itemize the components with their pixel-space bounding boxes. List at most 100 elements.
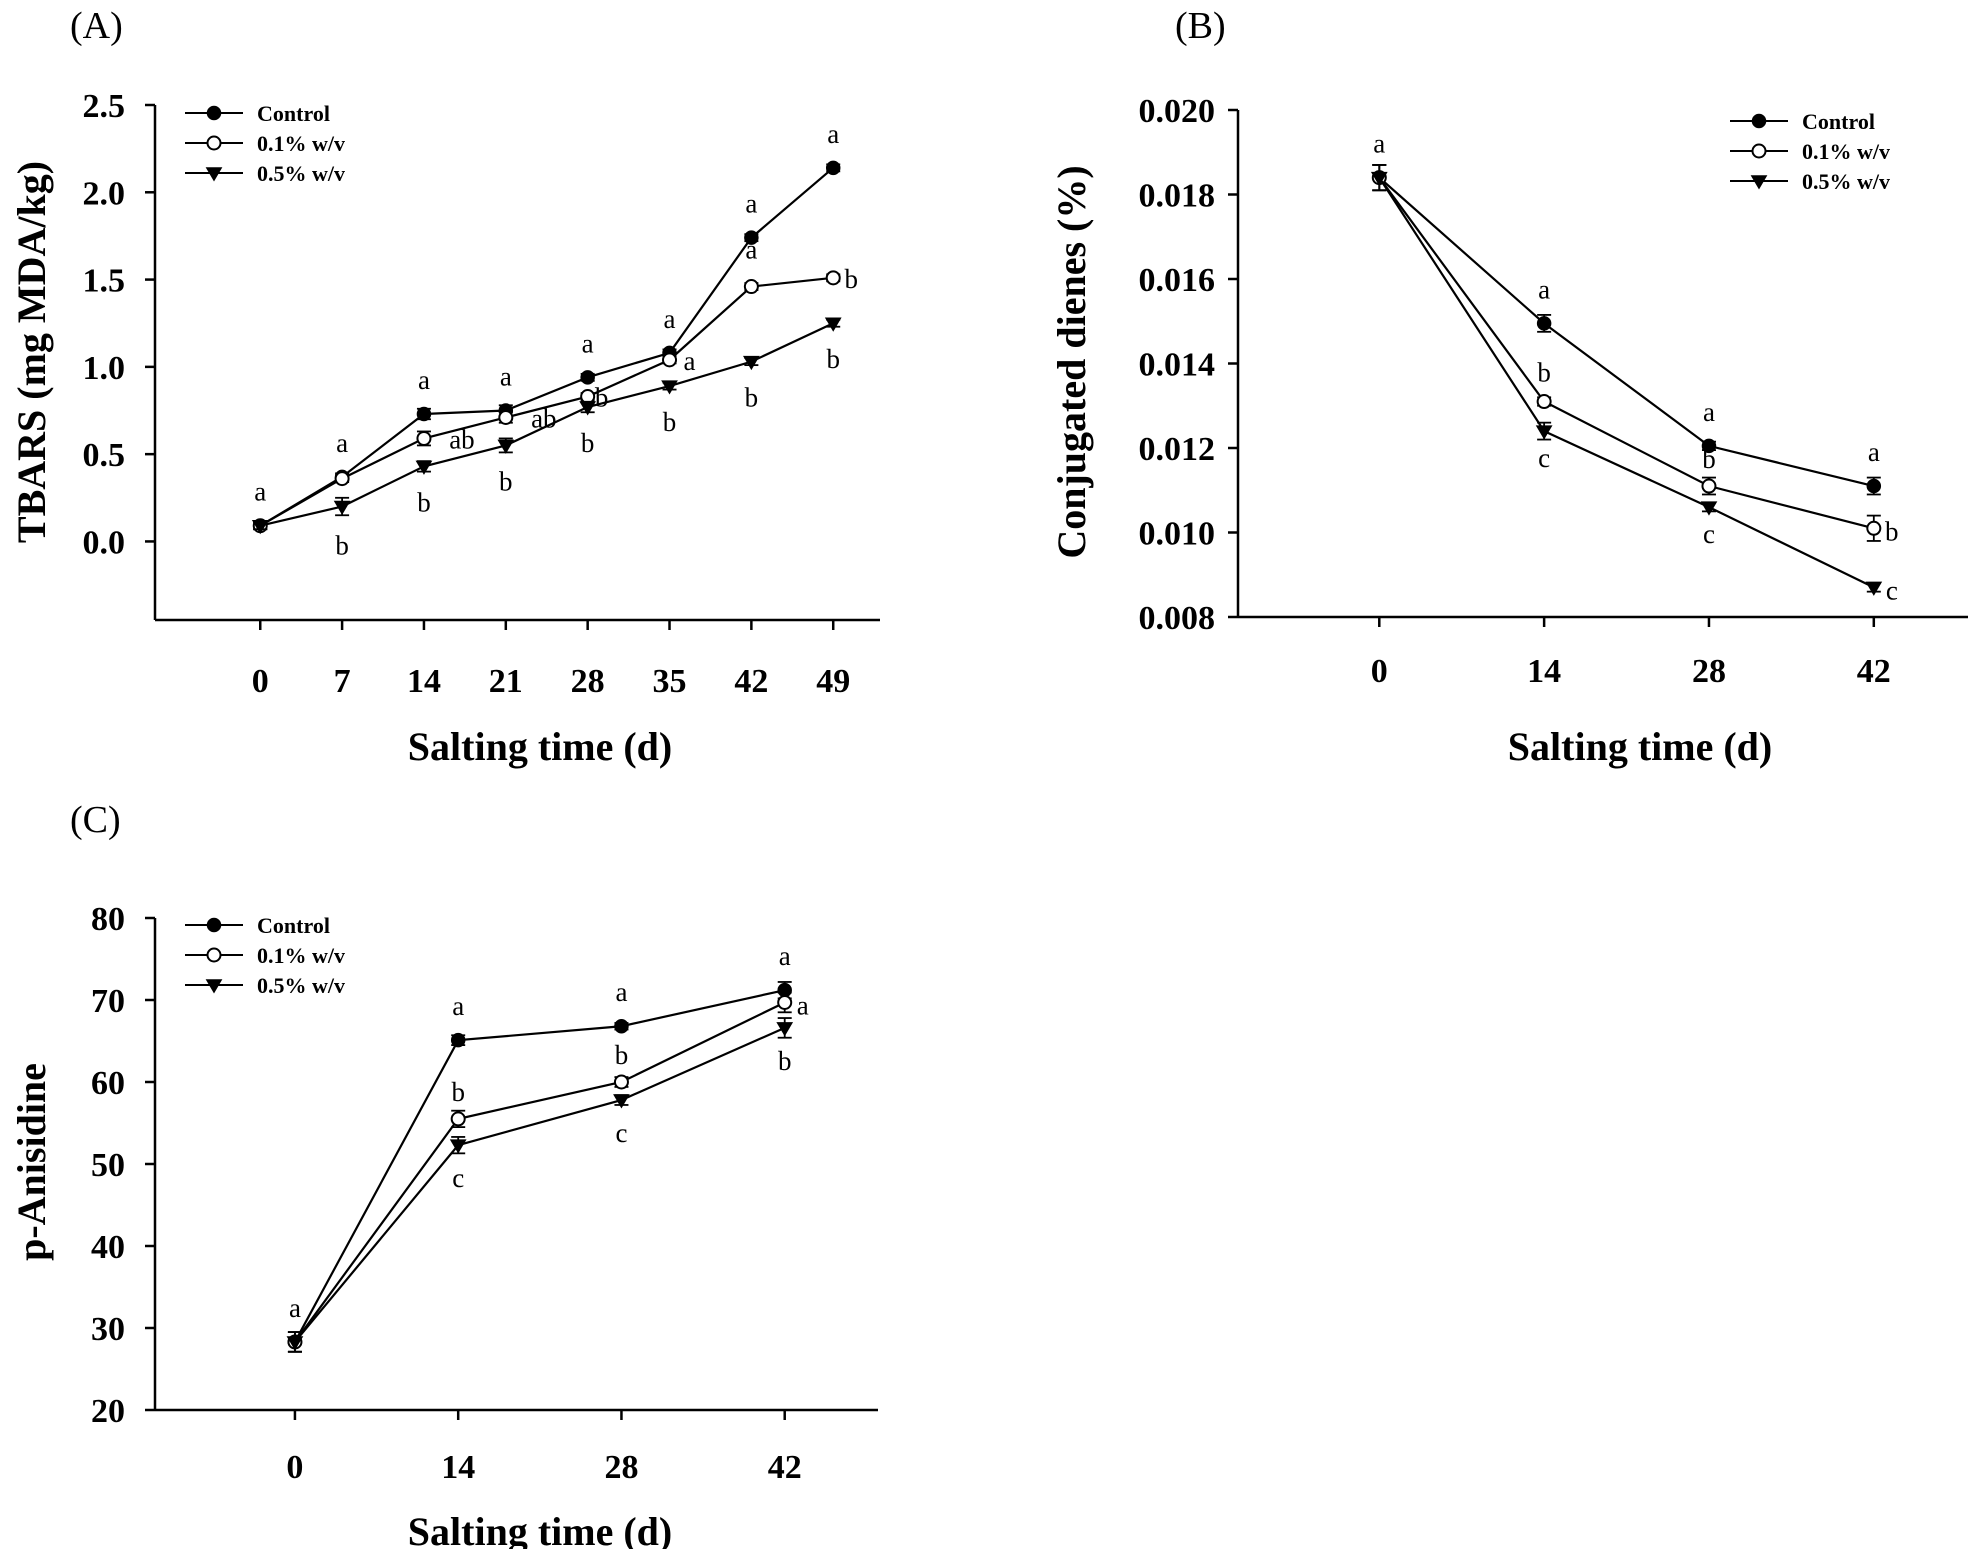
significance-letter: b [595, 383, 609, 413]
data-point [1865, 581, 1883, 596]
data-point [416, 406, 432, 422]
legend-label: 0.5% w/v [257, 973, 345, 998]
y-tick-label: 0.020 [1139, 93, 1216, 130]
series-3: c c b [286, 1017, 794, 1353]
legend-marker [1751, 113, 1767, 129]
data-point [661, 380, 678, 395]
series-1: a a a a [1372, 129, 1882, 496]
panel-label: (C) [70, 799, 121, 841]
y-tick-label: 30 [91, 1311, 125, 1348]
significance-letter: b [844, 264, 858, 294]
y-tick-label: 0.016 [1139, 262, 1216, 299]
significance-letter: a [745, 235, 757, 265]
data-point [614, 1018, 629, 1034]
chart-panel-2: (B) 0.008 0.010 0.012 0.014 0.016 0.018 0.020 0 1… [1049, 5, 1968, 769]
y-tick-label: 1.5 [83, 263, 126, 300]
legend-marker [1750, 175, 1768, 190]
significance-letter: b [1702, 444, 1716, 474]
data-point [613, 1094, 630, 1109]
x-axis-title: Salting time (d) [1508, 724, 1772, 769]
legend-marker [205, 979, 223, 994]
y-tick-label: 0.014 [1139, 347, 1216, 384]
significance-letter: ab [531, 403, 556, 433]
series-2: b b b [1371, 164, 1899, 546]
x-tick-label: 14 [441, 1449, 475, 1486]
significance-letter: b [826, 344, 840, 374]
y-tick-label: 70 [91, 983, 125, 1020]
series-line [1378, 177, 1875, 589]
data-point [1700, 501, 1718, 516]
y-tick-label: 80 [91, 901, 125, 938]
significance-letter: a [1703, 397, 1715, 427]
legend-marker [206, 135, 222, 151]
significance-letter: a [745, 189, 757, 219]
significance-letter: b [1885, 516, 1899, 546]
data-point [580, 370, 595, 385]
legend-marker [1751, 143, 1767, 159]
significance-letter: c [452, 1163, 464, 1193]
x-tick-label: 42 [1857, 653, 1891, 690]
y-tick-label: 0.010 [1139, 516, 1216, 553]
data-point [1701, 478, 1717, 494]
significance-letter: a [500, 362, 512, 392]
significance-letter: a [827, 119, 839, 149]
legend: Control 0.1% w/v 0.5% w/v [185, 913, 345, 998]
x-tick-label: 14 [1527, 653, 1561, 690]
y-axis-title: Conjugated dienes (%) [1049, 165, 1094, 558]
y-tick-label: 20 [91, 1393, 125, 1430]
series-line [259, 167, 834, 527]
y-tick-label: 0.0 [83, 524, 126, 561]
legend-label: 0.1% w/v [257, 131, 345, 156]
significance-letter: a [336, 428, 348, 458]
data-point [334, 471, 350, 487]
legend-label: 0.1% w/v [257, 943, 345, 968]
data-point [1535, 425, 1553, 440]
legend: Control 0.1% w/v 0.5% w/v [185, 101, 345, 186]
data-point [450, 1032, 466, 1048]
significance-letter: b [1537, 358, 1551, 388]
significance-letter: b [745, 383, 759, 413]
significance-letter: a [1538, 274, 1550, 304]
significance-letter: b [417, 487, 431, 517]
legend-label: 0.5% w/v [1802, 169, 1890, 194]
legend-marker [206, 105, 222, 121]
significance-letter: a [582, 328, 594, 358]
legend-label: Control [257, 913, 330, 938]
series-line [294, 1001, 786, 1343]
series-1: a a a a [287, 941, 792, 1353]
x-tick-label: 0 [1371, 653, 1388, 690]
data-point [251, 519, 269, 535]
series-3: c c c [1370, 164, 1898, 605]
significance-letter: a [452, 991, 464, 1021]
data-point [824, 317, 842, 332]
significance-letter: b [499, 466, 513, 496]
chart-panel-3: (C) 20 30 40 50 60 70 80 0 14 28 42 Salting time (d)… [9, 799, 878, 1549]
y-tick-label: 0.5 [83, 437, 126, 474]
y-axis-title: TBARS (mg MDA/kg) [9, 161, 54, 543]
x-tick-label: 0 [252, 663, 269, 700]
panel-label: (B) [1175, 5, 1226, 47]
significance-letter: a [1868, 437, 1880, 467]
data-point [497, 439, 515, 454]
data-point [825, 160, 841, 176]
data-point [450, 1111, 466, 1127]
y-tick-label: 0.008 [1139, 600, 1216, 637]
x-tick-label: 28 [1692, 653, 1726, 690]
data-point [1701, 438, 1717, 454]
legend-marker [205, 167, 223, 182]
legend-label: 0.5% w/v [257, 161, 345, 186]
significance-letter: c [1538, 443, 1550, 473]
significance-letter: a [289, 1293, 301, 1323]
significance-letter: b [581, 428, 595, 458]
x-tick-label: 0 [286, 1449, 303, 1486]
data-point [743, 279, 759, 295]
data-point [742, 355, 760, 371]
data-point [1866, 478, 1882, 494]
data-point [286, 1336, 304, 1351]
significance-letter: b [615, 1040, 629, 1070]
data-point [744, 230, 759, 245]
y-tick-label: 0.018 [1139, 178, 1216, 215]
y-tick-label: 0.012 [1139, 431, 1216, 468]
